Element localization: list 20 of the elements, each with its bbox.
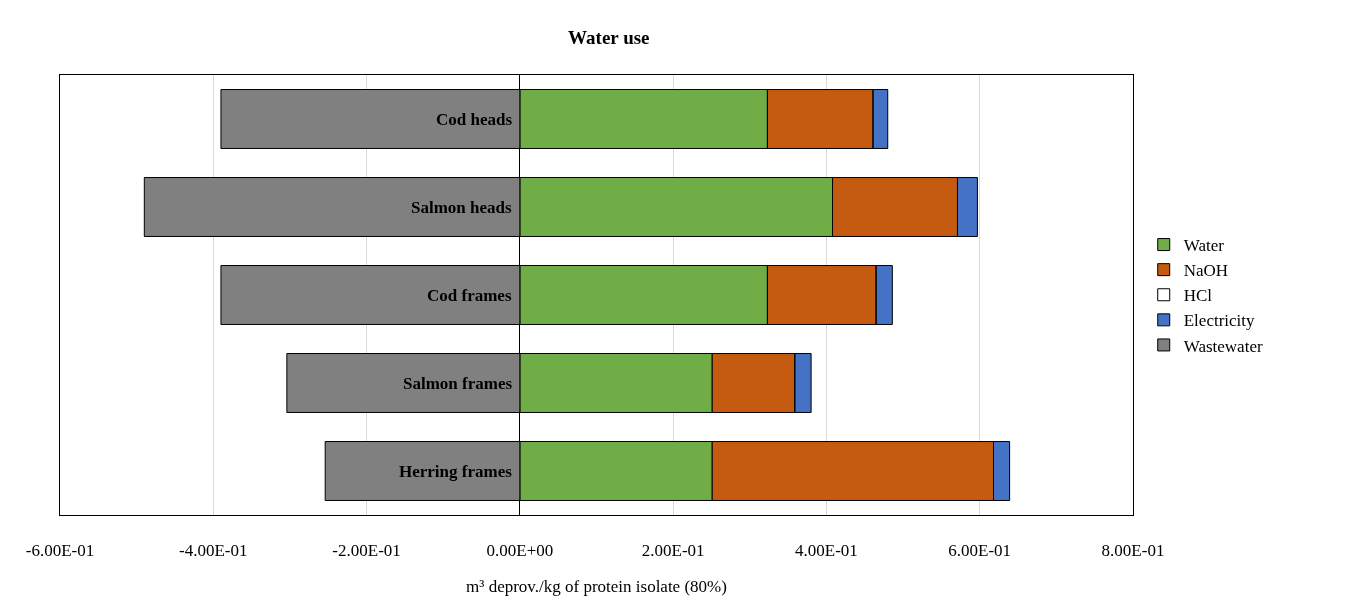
legend-label: HCl	[1183, 286, 1213, 306]
x-tick-label: 6.00E-01	[948, 541, 1012, 561]
y-tick-label: Cod heads	[436, 110, 513, 129]
x-axis-title: m³ deprov./kg of protein isolate (80%)	[466, 576, 727, 596]
x-tick-label: 0.00E+00	[486, 541, 554, 561]
y-tick-label: Salmon heads	[411, 198, 512, 217]
legend-label: NaOH	[1183, 261, 1229, 281]
legend-label: Wastewater	[1183, 336, 1263, 356]
y-tick-label: Salmon frames	[403, 374, 513, 393]
chart-title: Water use	[568, 27, 650, 49]
y-tick-label: Cod frames	[427, 286, 512, 305]
x-tick-label: -6.00E-01	[25, 541, 95, 561]
legend-label: Electricity	[1183, 311, 1256, 331]
legend-label: Water	[1183, 236, 1225, 256]
x-tick-label: 8.00E-01	[1101, 541, 1165, 561]
x-tick-label: 4.00E-01	[795, 541, 858, 561]
x-tick-label: -2.00E-01	[332, 541, 401, 561]
x-tick-label: -4.00E-01	[179, 541, 248, 561]
x-tick-label: 2.00E-01	[641, 541, 705, 561]
y-tick-label: Herring frames	[399, 462, 513, 481]
